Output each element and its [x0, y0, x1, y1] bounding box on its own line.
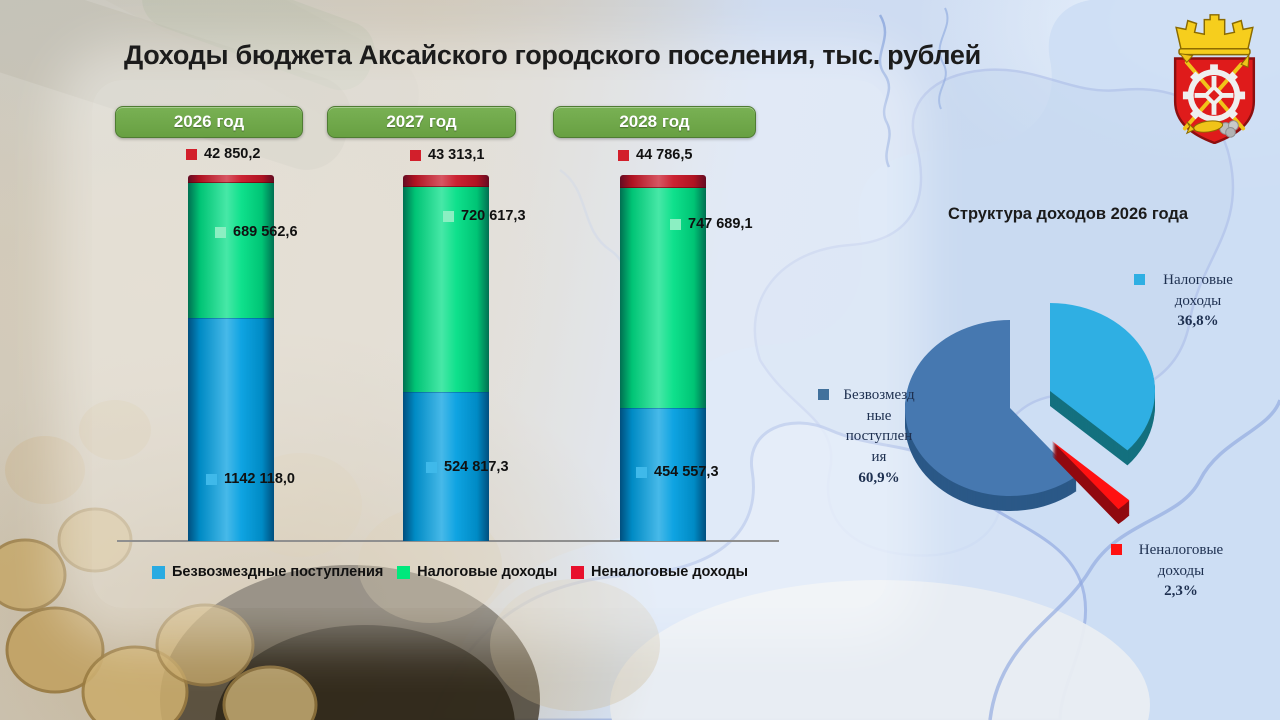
pie-chart	[905, 303, 1155, 525]
legend-label: Налоговые доходы	[417, 564, 558, 580]
legend-item-grants: Безвозмездные поступления	[152, 564, 383, 580]
pie-title: Структура доходов 2026 года	[947, 205, 1189, 223]
bar-2028-grants-segment	[620, 407, 706, 541]
tax-marker-icon	[1134, 274, 1145, 285]
bar-2028-tax-segment	[620, 188, 706, 408]
bar-2027-nontax-segment	[403, 175, 489, 188]
value-text: 44 786,5	[636, 147, 693, 163]
bar-2026-grants-segment	[188, 317, 274, 541]
pie-label-pct: 60,9%	[858, 469, 900, 486]
pie-label-pct: 36,8%	[1177, 313, 1219, 330]
grants-marker-icon	[636, 466, 647, 478]
tax-marker-icon	[443, 210, 454, 222]
value-text: 524 817,3	[444, 459, 509, 475]
year-button-2028[interactable]: 2028 год	[553, 106, 756, 138]
pie-label-nontax: Неналоговые доходы 2,3%	[1111, 540, 1228, 602]
value-label: 747 689,1	[670, 216, 753, 232]
grants-marker-icon	[426, 461, 437, 473]
tax-marker-icon	[670, 218, 681, 230]
value-text: 43 313,1	[428, 147, 485, 163]
value-text: 1142 118,0	[224, 471, 295, 487]
stacked-bar-2027	[403, 175, 489, 541]
nontax-legend-icon	[571, 565, 584, 579]
legend: Безвозмездные поступления Налоговые дохо…	[152, 564, 748, 580]
year-button-2027[interactable]: 2027 год	[327, 106, 516, 138]
bar-2026-tax-segment	[188, 183, 274, 318]
legend-item-nontax: Неналоговые доходы	[571, 564, 748, 580]
pie-label-name: Неналоговые доходы	[1138, 542, 1224, 579]
nontax-marker-icon	[618, 149, 629, 161]
value-text: 747 689,1	[688, 216, 753, 232]
value-label: 42 850,2	[186, 146, 260, 162]
pie-label-grants: Безвозмезд ные поступлен ия 60,9%	[818, 385, 924, 488]
pie-label-name: Налоговые доходы	[1163, 272, 1233, 309]
nontax-marker-icon	[186, 148, 197, 160]
value-label: 720 617,3	[443, 208, 526, 224]
legend-label: Безвозмездные поступления	[172, 564, 384, 580]
year-button-2026[interactable]: 2026 год	[115, 106, 303, 138]
grants-legend-icon	[152, 565, 165, 579]
pie-label-name: Безвозмезд ные поступлен ия	[843, 387, 915, 466]
nontax-marker-icon	[410, 149, 421, 161]
legend-item-tax: Налоговые доходы	[397, 564, 557, 580]
tax-marker-icon	[215, 226, 226, 238]
value-text: 454 557,3	[654, 464, 719, 480]
pie-label-tax: Налоговые доходы 36,8%	[1134, 270, 1244, 332]
value-label: 44 786,5	[618, 147, 692, 163]
stacked-bar-2028	[620, 175, 706, 541]
legend-label: Неналоговые доходы	[591, 564, 748, 580]
chart-baseline	[117, 540, 779, 542]
value-label: 1142 118,0	[206, 471, 295, 487]
grants-marker-icon	[818, 389, 829, 400]
pie-label-pct: 2,3%	[1164, 583, 1198, 600]
page-title: Доходы бюджета Аксайского городского пос…	[124, 40, 981, 70]
value-label: 524 817,3	[426, 459, 509, 475]
value-text: 689 562,6	[233, 224, 298, 240]
bar-2027-grants-segment	[403, 391, 489, 541]
bar-2028-nontax-segment	[620, 175, 706, 189]
value-label: 454 557,3	[636, 464, 719, 480]
nontax-marker-icon	[1111, 544, 1122, 555]
stacked-bar-2026	[188, 175, 274, 541]
bar-2026-nontax-segment	[188, 175, 274, 184]
grants-marker-icon	[206, 473, 217, 485]
coat-of-arms	[1173, 14, 1256, 144]
value-text: 42 850,2	[204, 146, 261, 162]
tax-legend-icon	[397, 565, 411, 579]
value-label: 689 562,6	[215, 224, 298, 240]
value-text: 720 617,3	[461, 208, 526, 224]
value-label: 43 313,1	[410, 147, 484, 163]
